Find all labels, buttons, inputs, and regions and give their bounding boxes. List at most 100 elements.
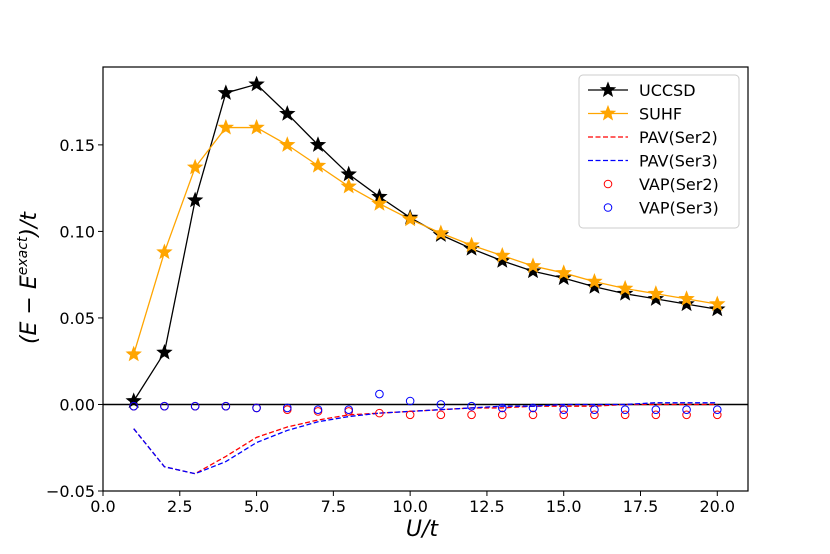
data-point-suhf (678, 290, 695, 306)
data-point-uccsd (248, 75, 265, 92)
data-point-uccsd (678, 295, 695, 312)
legend-label: PAV(Ser3) (639, 152, 718, 171)
data-point-vap-ser2 (313, 407, 323, 416)
data-point-vap-ser2 (712, 410, 722, 420)
axes: 0.0 2.5 5.0 7.5 10.0 12.5 15.0 17.5 20.0 −0.05 0.0… (46, 66, 749, 516)
data-point-vap-ser2 (528, 410, 538, 420)
data-point-vap-ser3 (559, 405, 569, 414)
data-point-vap-ser2 (497, 410, 507, 420)
data-point-suhf (647, 285, 665, 301)
data-point-vap-ser2 (282, 405, 292, 414)
data-point-suhf (709, 295, 726, 312)
data-point-suhf (156, 243, 173, 260)
data-point-uccsd (340, 165, 357, 182)
data-point-suhf (463, 236, 480, 253)
data-point-suhf (401, 210, 419, 227)
y-tick-label: −0.05 (46, 482, 95, 501)
data-point-vap-ser3 (282, 403, 292, 413)
data-point-vap-ser3 (620, 405, 630, 414)
data-point-vap-ser3 (712, 405, 722, 414)
data-point-suhf (524, 257, 542, 273)
data-point-uccsd (279, 105, 296, 121)
data-point-vap-ser3 (190, 401, 200, 411)
y-axis-label: (E − Eexact)/t (15, 211, 42, 344)
x-tick-label: 15.0 (546, 497, 582, 516)
data-point-suhf (186, 158, 204, 175)
data-point-vap-ser3 (405, 396, 415, 406)
data-point-vap-ser3 (682, 405, 691, 414)
data-point-suhf (217, 118, 235, 135)
data-point-vap-ser3 (497, 403, 507, 413)
y-axis-label-main: (E − E (17, 275, 42, 344)
data-point-vap-ser3 (436, 400, 446, 409)
axes-frame (102, 66, 749, 492)
y-axis-label-tail: )/t (17, 211, 42, 239)
data-point-suhf (340, 177, 357, 194)
data-point-vap-ser3 (313, 405, 323, 414)
data-point-suhf (248, 118, 265, 135)
legend: UCCSD SUHF PAV(Ser2) PAV(Ser3) VAP(Ser2) VAP(… (578, 74, 740, 229)
y-tick-label: 0.05 (59, 309, 95, 328)
data-point-suhf (432, 224, 450, 241)
legend-swatch-marker (599, 104, 617, 121)
data-point-suhf (309, 157, 327, 173)
data-point-suhf (555, 264, 572, 280)
data-point-suhf (616, 279, 634, 296)
data-point-suhf (586, 272, 603, 289)
x-tick-label: 7.5 (321, 497, 346, 516)
legend-swatch-marker (603, 203, 613, 212)
data-point-uccsd (494, 252, 511, 268)
data-point-vap-ser3 (651, 405, 661, 414)
data-point-uccsd (217, 84, 235, 100)
legend-swatch-marker (599, 81, 617, 97)
y-tick-label: 0.10 (59, 222, 95, 241)
data-point-vap-ser2 (620, 410, 630, 420)
data-point-vap-ser2 (559, 410, 569, 420)
data-point-uccsd (125, 392, 142, 408)
data-point-uccsd (524, 262, 542, 279)
legend-label: VAP(Ser2) (639, 175, 719, 194)
data-point-vap-ser3 (467, 401, 476, 411)
data-point-suhf (371, 195, 388, 211)
data-point-vap-ser3 (221, 401, 231, 411)
x-tick-label: 10.0 (392, 497, 428, 516)
data-point-vap-ser3 (590, 405, 599, 414)
x-tick-label: 12.5 (469, 497, 505, 516)
data-point-vap-ser3 (252, 403, 261, 413)
data-point-vap-ser3 (344, 405, 354, 414)
data-point-vap-ser2 (590, 410, 599, 420)
x-tick-label: 20.0 (699, 497, 735, 516)
data-point-uccsd (586, 278, 603, 294)
x-tick-label: 0.0 (90, 497, 115, 516)
data-point-vap-ser2 (436, 410, 446, 420)
data-point-suhf (279, 136, 296, 152)
legend-label: SUHF (639, 105, 682, 124)
data-point-uccsd (186, 191, 204, 208)
x-tick-label: 2.5 (167, 497, 192, 516)
data-point-vap-ser2 (375, 408, 384, 418)
data-point-uccsd (616, 285, 634, 301)
x-axis-label: U/t (406, 517, 440, 542)
data-point-vap-ser2 (344, 407, 354, 416)
y-tick-label: 0.00 (59, 395, 95, 414)
series-line-pav-ser3 (133, 402, 718, 475)
data-point-vap-ser3 (129, 401, 139, 411)
data-point-uccsd (309, 136, 327, 152)
x-tick-label: 5.0 (244, 497, 269, 516)
legend-label: VAP(Ser3) (639, 199, 719, 218)
data-point-uccsd (156, 343, 173, 360)
data-point-uccsd (709, 300, 726, 317)
y-tick-label: 0.15 (59, 136, 95, 155)
data-point-uccsd (647, 290, 665, 306)
legend-label: PAV(Ser2) (639, 128, 718, 147)
data-point-uccsd (555, 269, 572, 286)
data-point-suhf (125, 345, 142, 362)
data-point-vap-ser3 (160, 401, 169, 411)
data-point-vap-ser2 (467, 410, 476, 420)
data-point-vap-ser3 (375, 389, 384, 399)
plot-area (103, 75, 748, 475)
y-axis-label-sup: exact (15, 236, 31, 275)
legend-swatch-marker (603, 179, 613, 189)
data-point-vap-ser2 (405, 410, 415, 420)
